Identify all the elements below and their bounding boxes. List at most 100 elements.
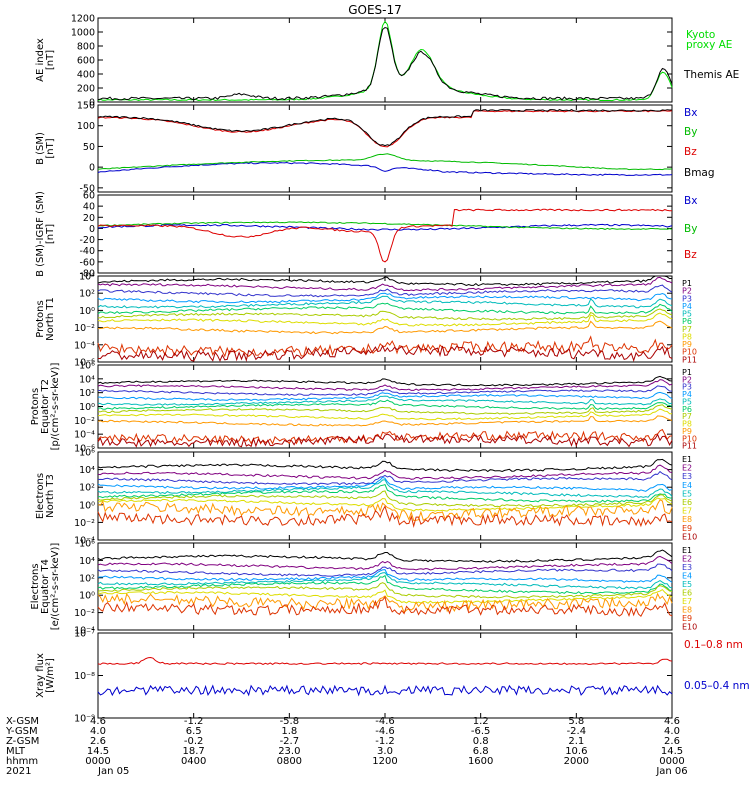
y-tick-label: 400 bbox=[77, 70, 95, 81]
legend-label: E10 bbox=[682, 532, 697, 541]
y-axis-label-line: Electrons bbox=[35, 473, 46, 519]
footer-row-label: 2021 bbox=[6, 766, 31, 777]
bz-line bbox=[97, 110, 673, 148]
flux-line-e8 bbox=[98, 497, 673, 512]
y-tick-label: 10⁻² bbox=[74, 323, 95, 334]
legend-label: P5 bbox=[682, 310, 692, 319]
footer-cell: -5.8 bbox=[280, 716, 300, 727]
panel-bsm: -50 0 50 100 150 B (SM) [nT] Bx By Bz Bmag bbox=[35, 101, 715, 195]
kyoto-ae-line bbox=[97, 20, 673, 102]
legend-label: E8 bbox=[682, 515, 692, 524]
legend-label: E2 bbox=[682, 464, 692, 473]
y-tick-label: -50 bbox=[79, 183, 95, 194]
footer-cell: 4.0 bbox=[90, 726, 106, 737]
legend-label: E5 bbox=[682, 580, 692, 589]
y-tick-label: 0 bbox=[89, 98, 95, 109]
legend-label: Kyoto bbox=[686, 29, 715, 41]
footer-cell: 2.6 bbox=[90, 736, 106, 747]
flux-line-p4 bbox=[97, 292, 673, 304]
y-tick-label: 0 bbox=[89, 224, 95, 235]
flux-line-e3 bbox=[97, 563, 673, 577]
legend-label: E2 bbox=[682, 555, 692, 564]
y-axis-label-line: B (SM) bbox=[35, 132, 46, 165]
flux-line-p11 bbox=[97, 344, 673, 362]
y-tick-label: 150 bbox=[77, 101, 95, 112]
y-tick-label: 10⁴ bbox=[79, 556, 95, 567]
y-tick-label: 10² bbox=[79, 483, 95, 494]
y-axis-label-line: [e/(cm²-s-sr-keV)] bbox=[50, 543, 61, 631]
flux-line-e5 bbox=[97, 572, 673, 590]
y-tick-label: 10⁻² bbox=[74, 608, 95, 619]
footer-cell: Jan 05 bbox=[97, 766, 129, 777]
footer-cell: 4.6 bbox=[664, 716, 680, 727]
footer-row-label: hhmm bbox=[6, 756, 38, 767]
panel-pe: 10⁻⁶ 10⁻⁴ 10⁻² 10⁰ 10² 10⁴ 10⁶ Protons Equator T… bbox=[30, 361, 697, 455]
y-tick-label: 20 bbox=[83, 213, 95, 224]
y-tick-label: 10⁻⁷ bbox=[74, 629, 95, 640]
footer-cell: 23.0 bbox=[278, 746, 300, 757]
footer-cell: 3.0 bbox=[377, 746, 393, 757]
y-axis-label-line: [p/(cm²-s-sr-keV)] bbox=[50, 363, 61, 451]
panel-ae: 0 200 400 600 800 1000 1200 AE index [nT] Kyotopr… bbox=[35, 14, 739, 109]
flux-line-e4 bbox=[97, 476, 673, 492]
flux-line-e7 bbox=[97, 582, 673, 599]
y-tick-label: 200 bbox=[77, 84, 95, 95]
y-tick-label: -40 bbox=[79, 246, 95, 257]
y-tick-label: 10⁶ bbox=[79, 448, 95, 459]
panel-frame bbox=[97, 17, 673, 103]
footer-cell: 10.6 bbox=[565, 746, 587, 757]
footer-cell: -2.7 bbox=[280, 736, 300, 747]
y-tick-label: 50 bbox=[83, 142, 95, 153]
themis-ae-line bbox=[97, 26, 673, 101]
footer-cell: 5.8 bbox=[568, 716, 584, 727]
legend-label: E9 bbox=[682, 524, 692, 533]
y-tick-label: 40 bbox=[83, 202, 95, 213]
y-tick-label: -60 bbox=[79, 257, 95, 268]
legend-label: P6 bbox=[682, 405, 692, 414]
legend-label: E5 bbox=[682, 489, 692, 498]
legend-label: P11 bbox=[682, 442, 697, 451]
flux-line-p8 bbox=[97, 408, 673, 421]
footer-row-label: X-GSM bbox=[6, 716, 39, 727]
flux-line-e9 bbox=[97, 499, 673, 522]
y-tick-label: -80 bbox=[79, 269, 95, 280]
footer-row-label: Y-GSM bbox=[5, 726, 38, 737]
footer-cell: 18.7 bbox=[183, 746, 205, 757]
footer-cell: 14.5 bbox=[661, 746, 683, 757]
y-tick-label: 10⁻⁴ bbox=[74, 626, 95, 637]
flux-line-p9 bbox=[97, 320, 673, 335]
panel-pn: 10⁻⁶ 10⁻⁴ 10⁻² 10⁰ 10² 10⁴ Protons North T1 P1P2… bbox=[35, 272, 697, 369]
footer-cell: 0000 bbox=[659, 756, 684, 767]
y-tick-label: 10⁻⁹ bbox=[74, 714, 95, 725]
y-axis-label-line: AE index bbox=[35, 38, 46, 82]
legend-label: E6 bbox=[682, 498, 692, 507]
y-axis-label-line: B (SM)-IGRF (SM) bbox=[35, 191, 46, 277]
panel-frame bbox=[97, 104, 673, 193]
y-tick-label: 10⁶ bbox=[79, 361, 95, 372]
legend-label: E7 bbox=[682, 597, 692, 606]
footer-cell: 0.8 bbox=[473, 736, 489, 747]
flux-line-p3 bbox=[98, 385, 673, 396]
flux-line-e1 bbox=[97, 458, 673, 473]
legend-label: E4 bbox=[682, 481, 692, 490]
flux-line-e8 bbox=[97, 588, 673, 604]
flux-line-p1 bbox=[97, 375, 673, 387]
footer-cell: -4.6 bbox=[375, 726, 395, 737]
y-tick-label: 10⁻⁴ bbox=[74, 430, 95, 441]
y-tick-label: 1000 bbox=[71, 28, 95, 39]
flux-line-p7 bbox=[97, 308, 673, 321]
panel-frame bbox=[97, 275, 673, 363]
legend-label: P8 bbox=[682, 420, 692, 429]
footer-cell: 14.5 bbox=[87, 746, 109, 757]
y-tick-label: 10⁰ bbox=[79, 402, 95, 413]
legend-label: Themis AE bbox=[683, 69, 739, 81]
legend-label: P1 bbox=[682, 279, 692, 288]
flux-line-p4 bbox=[98, 391, 673, 401]
legend-label: Bz bbox=[684, 146, 697, 158]
legend-label: E9 bbox=[682, 614, 692, 623]
footer-cell: 1600 bbox=[468, 756, 493, 767]
y-tick-label: 600 bbox=[77, 56, 95, 67]
legend-label: Bx bbox=[684, 107, 697, 119]
bx-diff-line bbox=[97, 223, 673, 231]
y-tick-label: 60 bbox=[83, 191, 95, 202]
